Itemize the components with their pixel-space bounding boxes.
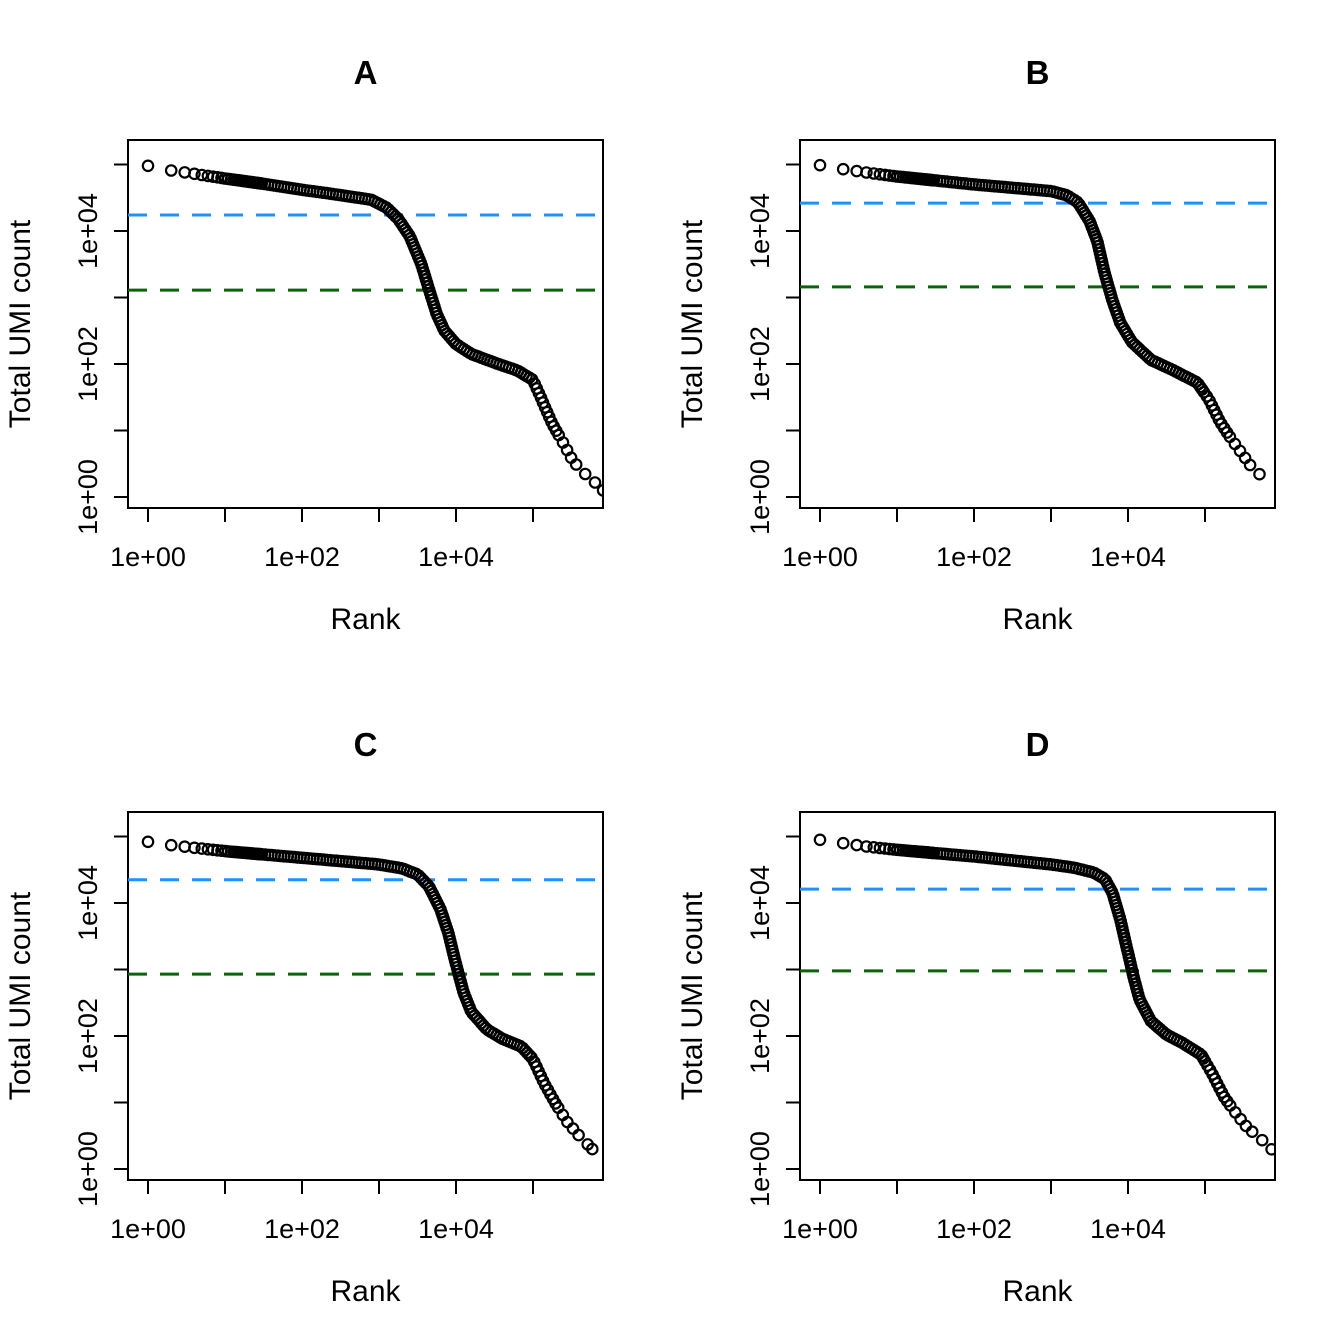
x-axis-label: Rank [330,603,401,636]
y-tick-label: 1e+02 [73,326,103,402]
x-tick-label: 1e+00 [110,1214,186,1244]
plot-area-C [114,811,604,1194]
y-tick-label: 1e+04 [745,193,775,269]
panel-C: C Rank Total UMI count 1e+00 1e+02 1e+04… [4,726,604,1308]
y-tick-label: 1e+02 [73,998,103,1074]
x-tick-label: 1e+02 [264,1214,340,1244]
x-axis-label: Rank [1002,1275,1073,1308]
x-axis-label: Rank [330,1275,401,1308]
y-axis-label: Total UMI count [676,219,709,428]
y-tick-label: 1e+00 [745,459,775,535]
panel-title: C [354,726,378,763]
y-axis-label: Total UMI count [4,219,37,428]
y-tick-label: 1e+04 [745,865,775,941]
panel-B: B Rank Total UMI count 1e+00 1e+02 1e+04… [676,54,1276,636]
panel-title: B [1026,54,1050,91]
y-tick-label: 1e+02 [745,998,775,1074]
x-tick-label: 1e+04 [1090,1214,1166,1244]
y-axis-label: Total UMI count [676,891,709,1100]
y-tick-label: 1e+04 [73,865,103,941]
panel-title: A [354,54,378,91]
x-tick-label: 1e+02 [936,1214,1012,1244]
plot-area-B [786,139,1276,522]
panel-A: A Rank Total UMI count 1e+00 1e+02 1e+04… [4,54,604,636]
x-tick-label: 1e+04 [1090,542,1166,572]
x-tick-label: 1e+04 [418,1214,494,1244]
x-tick-label: 1e+00 [782,542,858,572]
x-tick-label: 1e+02 [936,542,1012,572]
plot-area-A [114,139,604,522]
x-tick-label: 1e+04 [418,542,494,572]
panel-D: D Rank Total UMI count 1e+00 1e+02 1e+04… [676,726,1276,1308]
y-tick-label: 1e+04 [73,193,103,269]
y-tick-label: 1e+00 [73,459,103,535]
y-tick-label: 1e+00 [745,1131,775,1207]
x-tick-label: 1e+00 [782,1214,858,1244]
x-axis-label: Rank [1002,603,1073,636]
y-tick-label: 1e+00 [73,1131,103,1207]
x-tick-label: 1e+02 [264,542,340,572]
plot-area-D [786,811,1276,1194]
y-axis-label: Total UMI count [4,891,37,1100]
y-tick-label: 1e+02 [745,326,775,402]
panel-title: D [1026,726,1050,763]
x-tick-label: 1e+00 [110,542,186,572]
